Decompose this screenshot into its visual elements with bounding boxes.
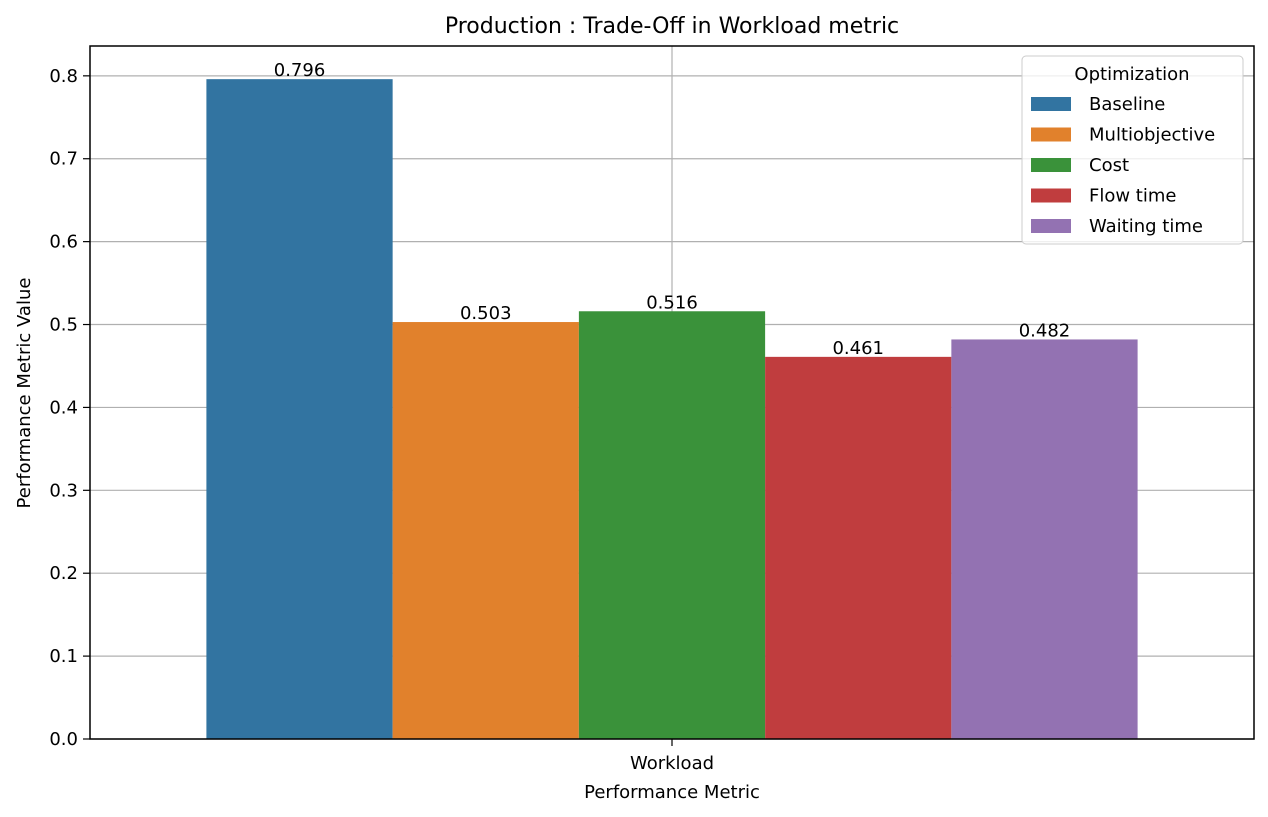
- bar-value-label: 0.503: [460, 303, 512, 324]
- legend-swatch: [1031, 158, 1071, 172]
- legend-items: Baseline Multiobjective Cost Flow time Waiti…: [1031, 94, 1215, 237]
- y-tick-label: 0.5: [49, 315, 78, 336]
- bars: [206, 79, 1138, 739]
- y-axis-ticks: 0.0 0.1 0.2 0.3 0.4 0.5 0.6 0.7 0.8: [49, 66, 90, 750]
- chart-title: Production : Trade-Off in Workload metri…: [445, 14, 899, 39]
- y-tick-label: 0.2: [49, 563, 78, 584]
- y-tick-label: 0.8: [49, 66, 78, 87]
- x-axis-ticks: Workload: [630, 739, 714, 774]
- legend-swatch: [1031, 97, 1071, 111]
- legend-swatch: [1031, 188, 1071, 203]
- legend-title: Optimization: [1074, 64, 1189, 85]
- legend-label: Baseline: [1089, 94, 1165, 115]
- y-axis-label: Performance Metric Value: [14, 278, 35, 509]
- legend-label: Multiobjective: [1089, 125, 1215, 146]
- legend-swatch: [1031, 219, 1071, 233]
- legend: Optimization Baseline Multiobjective Cost F…: [1021, 55, 1244, 245]
- legend-label: Waiting time: [1089, 216, 1203, 237]
- y-tick-label: 0.1: [49, 646, 78, 667]
- legend-label: Flow time: [1089, 186, 1176, 207]
- bar-value-label: 0.516: [646, 292, 698, 313]
- legend-swatch: [1031, 127, 1071, 142]
- bar-multiobjective: [392, 322, 579, 739]
- bar-value-label: 0.461: [832, 338, 884, 359]
- bar-flow-time: [765, 356, 952, 739]
- bar-waiting-time: [951, 339, 1138, 739]
- y-tick-label: 0.7: [49, 149, 78, 170]
- legend-frame: [1021, 55, 1244, 245]
- x-axis-label: Performance Metric: [584, 782, 760, 803]
- y-tick-label: 0.4: [49, 397, 78, 418]
- x-tick-label: Workload: [630, 753, 714, 774]
- bar-cost: [578, 311, 766, 739]
- y-tick-label: 0.0: [49, 729, 78, 750]
- bar-value-label: 0.796: [274, 60, 326, 81]
- bar-value-label: 0.482: [1019, 320, 1071, 341]
- bar-baseline: [206, 79, 393, 739]
- y-tick-label: 0.3: [49, 480, 78, 501]
- y-tick-label: 0.6: [49, 232, 78, 253]
- legend-label: Cost: [1089, 155, 1129, 176]
- bar-labels: 0.796 0.503 0.516 0.461 0.482: [274, 60, 1070, 359]
